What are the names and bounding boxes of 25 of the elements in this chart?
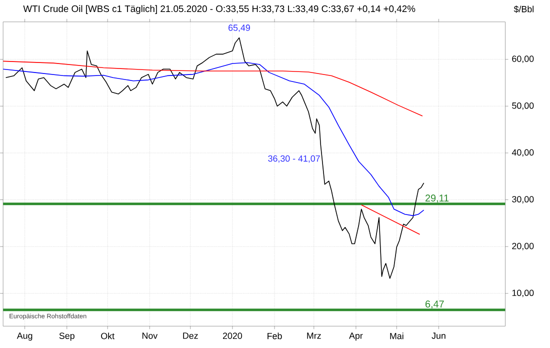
y-tick-label: 40,00 bbox=[512, 149, 534, 157]
x-tick-label: Nov bbox=[142, 332, 158, 339]
y-tick-label: 10,00 bbox=[512, 290, 534, 298]
chart-title: WTI Crude Oil [WBS c1 Täglich] 21.05.2020 - O:33,55 H:33,73 L:33,49 C:33,67 +0,14 +0,42% bbox=[23, 5, 416, 14]
ref-line-label: 6,47 bbox=[426, 300, 444, 309]
ref-line-label: 29,11 bbox=[426, 194, 449, 203]
x-tick-label: Sep bbox=[59, 332, 74, 341]
y-axis-title: $/Bbl bbox=[514, 6, 534, 13]
x-tick-label: Feb bbox=[268, 332, 282, 340]
x-tick-label: Jun bbox=[432, 332, 446, 339]
annotation: 36,30 - 41,07 bbox=[268, 155, 320, 163]
y-tick-label: 60,00 bbox=[512, 56, 534, 63]
x-tick-label: 2020 bbox=[222, 332, 242, 339]
x-tick-label: Okt bbox=[101, 332, 114, 340]
line-series bbox=[2, 60, 423, 116]
x-tick-label: Dez bbox=[183, 332, 198, 339]
x-tick-label: Mrz bbox=[307, 332, 321, 339]
annotation: 65,49 bbox=[228, 24, 250, 32]
x-tick-label: Aug bbox=[16, 332, 32, 341]
line-series bbox=[2, 62, 424, 216]
x-tick-label: Mai bbox=[390, 332, 404, 340]
y-tick-label: 30,00 bbox=[512, 196, 534, 204]
y-tick-label: 50,00 bbox=[512, 102, 534, 110]
y-tick-label: 20,00 bbox=[512, 242, 534, 250]
x-tick-label: Apr bbox=[349, 332, 363, 341]
